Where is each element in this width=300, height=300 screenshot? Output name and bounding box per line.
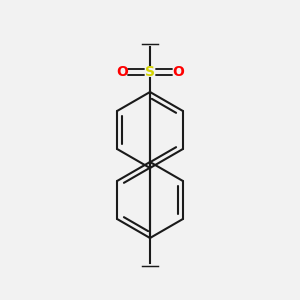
Text: O: O <box>172 65 184 79</box>
Text: S: S <box>145 65 155 79</box>
Text: O: O <box>116 65 128 79</box>
